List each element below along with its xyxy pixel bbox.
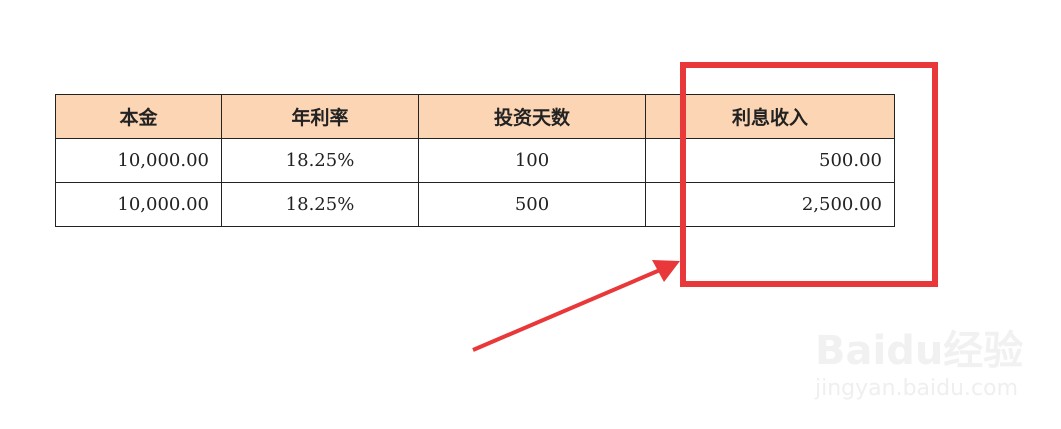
cell-principal[interactable]: 10,000.00 [55, 182, 222, 227]
table-row: 10,000.00 18.25% 500 2,500.00 [55, 182, 895, 227]
watermark: Baidu经验 jingyan.baidu.com [815, 318, 1023, 401]
cell-days[interactable]: 100 [418, 138, 646, 183]
cell-rate[interactable]: 18.25% [221, 138, 419, 183]
header-principal: 本金 [55, 94, 222, 139]
watermark-url: jingyan.baidu.com [815, 376, 1019, 401]
header-interest: 利息收入 [645, 94, 895, 139]
header-row: 本金 年利率 投资天数 利息收入 [55, 94, 895, 139]
cell-days[interactable]: 500 [418, 182, 646, 227]
cell-interest[interactable]: 500.00 [645, 138, 895, 183]
watermark-logo: Baidu经验 [815, 328, 1024, 374]
cell-interest[interactable]: 2,500.00 [645, 182, 895, 227]
cell-principal[interactable]: 10,000.00 [55, 138, 222, 183]
cell-rate[interactable]: 18.25% [221, 182, 419, 227]
interest-table: 本金 年利率 投资天数 利息收入 10,000.00 18.25% 100 50… [55, 94, 895, 227]
highlight-box [680, 62, 938, 287]
table-row: 10,000.00 18.25% 100 500.00 [55, 138, 895, 183]
